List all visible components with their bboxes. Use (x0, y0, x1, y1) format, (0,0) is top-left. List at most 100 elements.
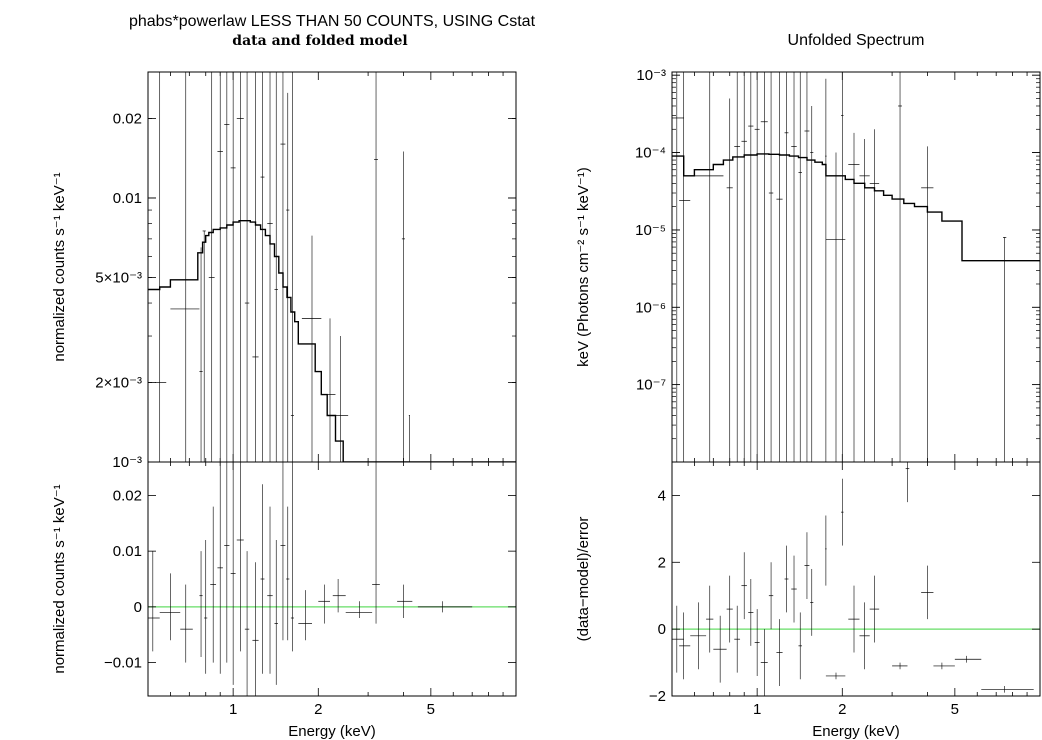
data-point (318, 584, 331, 624)
data-point (236, 72, 244, 462)
y-tick-label: 10⁻³ (636, 67, 666, 84)
data-point (274, 540, 278, 685)
y-tick-label: 5×10⁻³ (95, 269, 142, 286)
data-point (170, 72, 200, 462)
data-point (748, 579, 754, 646)
y-tick-label: 2×10⁻³ (95, 375, 142, 392)
data-point (726, 98, 733, 462)
data-point (921, 565, 934, 620)
data-point (672, 72, 684, 462)
data-point (286, 506, 290, 641)
data-point (417, 601, 473, 613)
data-point (791, 72, 797, 462)
y-tick-label: −0.01 (104, 655, 142, 672)
y-axis-label: (data−model)/error (575, 517, 592, 642)
data-point (869, 575, 880, 643)
y-tick-label: 0 (658, 621, 666, 638)
data-point (798, 72, 802, 462)
data-point (848, 132, 860, 462)
data-point (898, 72, 902, 462)
data-point (335, 336, 349, 462)
data-point (290, 72, 294, 462)
data-point (230, 72, 236, 462)
plot-area (148, 462, 516, 696)
data-point (726, 575, 733, 643)
plot-frame (671, 461, 1041, 697)
data-point (784, 545, 789, 613)
y-axis-label: normalized counts s⁻¹ keV⁻¹ (51, 172, 68, 361)
data-point (224, 462, 230, 663)
data-point (690, 602, 707, 670)
data-point (267, 506, 273, 674)
model-line (672, 153, 1040, 262)
data-point (776, 72, 783, 462)
y-tick-label: −2 (649, 688, 666, 705)
data-point (798, 612, 802, 680)
y-tick-label: 4 (658, 487, 666, 504)
data-point (741, 552, 747, 620)
data-point (825, 672, 846, 680)
data-point (210, 506, 217, 663)
plot-frame (147, 71, 517, 463)
data-point (286, 92, 290, 462)
data-point (374, 72, 378, 462)
y-tick-label: 10⁻⁵ (635, 222, 666, 239)
data-point (199, 551, 203, 657)
data-point (791, 555, 797, 623)
plot-panel-right-bottom: 1 2 5 4 2 0 −2 (data−model)/error Energy (keV) (575, 461, 1041, 740)
data-point (804, 72, 810, 462)
data-point (760, 72, 768, 462)
data-point (217, 72, 223, 462)
plot-panel-left-top: 0.02 0.01 5×10⁻³ 2×10⁻³ 10⁻³ normalized count… (51, 71, 517, 471)
data-point (933, 662, 955, 670)
data-point (260, 484, 265, 674)
data-point (148, 551, 160, 652)
data-point (784, 72, 789, 462)
data-point (713, 615, 727, 683)
data-point (252, 562, 259, 696)
y-tick-label: 10⁻³ (112, 454, 142, 471)
data-point (298, 590, 312, 641)
y-tick-label: 0 (134, 599, 142, 616)
data-point (706, 585, 714, 653)
data-point (776, 619, 783, 686)
data-point (332, 579, 346, 613)
data-point (760, 629, 768, 696)
x-tick-label: 2 (838, 701, 846, 718)
data-point (741, 72, 747, 462)
plot-panel-left-bottom: 1 2 5 0.02 0.01 0 −0.01 normalized counts s⁻¹ k… (51, 461, 517, 740)
data-point (252, 72, 259, 462)
data-point (825, 78, 827, 462)
data-point (768, 72, 774, 462)
y-tick-label: 0.02 (113, 487, 142, 504)
data-point (905, 462, 910, 503)
data-point (199, 247, 203, 462)
data-point (679, 72, 691, 462)
data-point (859, 138, 870, 462)
plot-area (672, 462, 1040, 696)
data-point (202, 230, 206, 462)
data-point (372, 462, 380, 624)
data-point (810, 105, 814, 462)
data-point (345, 601, 373, 618)
data-point (204, 540, 208, 674)
data-point (841, 478, 844, 546)
plot-frame (147, 461, 517, 697)
y-axis-label: keV (Photons cm⁻² s⁻¹ keV⁻¹) (575, 167, 592, 367)
y-tick-label: 2 (658, 554, 666, 571)
plot-area (672, 72, 1040, 462)
y-tick-label: 10⁻⁷ (636, 377, 666, 394)
data-point (401, 151, 405, 462)
data-point (825, 515, 827, 586)
y-tick-label: 0.02 (113, 110, 142, 127)
data-point (224, 72, 230, 462)
data-point (236, 462, 244, 652)
data-point (290, 462, 294, 652)
data-point (280, 462, 286, 641)
data-point (408, 415, 411, 462)
data-point (981, 685, 1034, 693)
data-point (1003, 237, 1007, 462)
data-point (679, 612, 691, 680)
data-point (921, 146, 934, 462)
